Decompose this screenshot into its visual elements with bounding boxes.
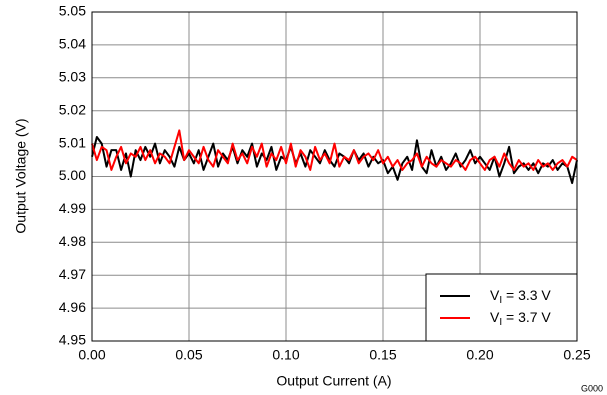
- x-tick-label: 0.10: [272, 347, 299, 363]
- y-tick-label: 5.00: [59, 167, 86, 183]
- y-tick-label: 5.05: [59, 3, 86, 19]
- y-tick-label: 4.96: [59, 299, 86, 315]
- series-line: [91, 136, 578, 185]
- y-tick-label: 4.99: [59, 200, 86, 216]
- x-tick-label: 0.20: [466, 347, 493, 363]
- series-line: [91, 129, 578, 171]
- y-tick-label: 4.97: [59, 266, 86, 282]
- y-tick-label: 5.01: [59, 134, 86, 150]
- y-tick-label: 4.98: [59, 233, 86, 249]
- x-tick-label: 0.05: [175, 347, 202, 363]
- legend-box: [425, 273, 578, 342]
- plot-frame: [91, 11, 578, 342]
- x-tick-label: 0.25: [563, 347, 590, 363]
- x-axis-label: Output Current (A): [276, 373, 391, 389]
- y-tick-label: 5.03: [59, 69, 86, 85]
- y-axis-label: Output Voltage (V): [13, 118, 29, 233]
- y-tick-label: 5.04: [59, 36, 86, 52]
- legend-label: VI = 3.7 V: [490, 309, 551, 328]
- legend-label: VI = 3.3 V: [490, 287, 551, 306]
- x-tick-label: 0.00: [78, 347, 105, 363]
- y-tick-label: 5.02: [59, 101, 86, 117]
- x-tick-label: 0.15: [369, 347, 396, 363]
- y-tick-label: 4.95: [59, 332, 86, 348]
- figure-code: G000: [581, 383, 603, 393]
